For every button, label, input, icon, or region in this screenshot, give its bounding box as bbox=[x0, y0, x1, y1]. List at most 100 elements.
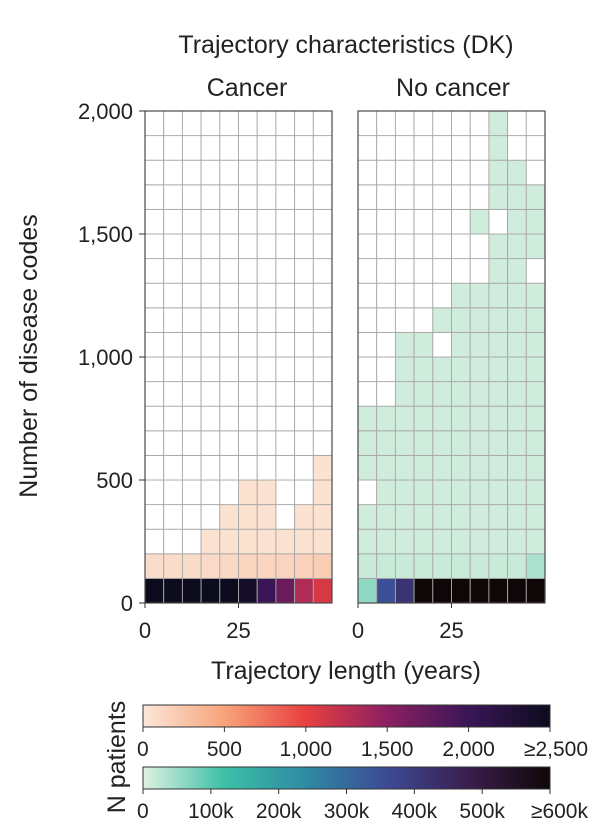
heatmap-cell bbox=[394, 381, 415, 407]
colorbar-tick-label: 200k bbox=[256, 800, 302, 823]
heatmap-cell bbox=[200, 430, 221, 456]
heatmap-cell bbox=[432, 504, 452, 530]
heatmap-cell bbox=[200, 258, 221, 284]
heatmap-cell bbox=[275, 356, 296, 383]
heatmap-cell bbox=[394, 356, 415, 383]
colorbar-tick-label: 100k bbox=[188, 800, 234, 823]
heatmap-cell bbox=[469, 528, 490, 555]
heatmap-cell bbox=[163, 430, 183, 456]
heatmap-cell bbox=[200, 356, 221, 383]
heatmap-cell bbox=[488, 282, 509, 309]
heatmap-cell bbox=[432, 135, 452, 161]
heatmap-cell bbox=[376, 184, 396, 210]
heatmap-cell bbox=[357, 528, 378, 555]
heatmap-cell bbox=[181, 159, 202, 186]
heatmap-cell bbox=[488, 135, 509, 161]
heatmap-cell bbox=[312, 307, 333, 333]
heatmap-cell bbox=[312, 528, 333, 555]
heatmap-cell bbox=[163, 577, 183, 604]
y-axis-label: Number of disease codes bbox=[15, 214, 43, 497]
heatmap-cell bbox=[451, 233, 471, 260]
heatmap-cell bbox=[144, 430, 165, 456]
heatmap-cell bbox=[394, 577, 415, 604]
heatmap-cell bbox=[219, 331, 239, 358]
heatmap-cell bbox=[432, 331, 452, 358]
heatmap-cell bbox=[394, 184, 415, 210]
heatmap-cell bbox=[451, 553, 471, 579]
heatmap-cell bbox=[294, 528, 314, 555]
heatmap-cell bbox=[525, 405, 546, 432]
heatmap-cell bbox=[144, 577, 165, 604]
heatmap-cell bbox=[144, 258, 165, 284]
heatmap-cell bbox=[256, 356, 277, 383]
heatmap-cell bbox=[488, 356, 509, 383]
heatmap-cell bbox=[181, 553, 202, 579]
heatmap-cell bbox=[432, 454, 452, 481]
heatmap-cell bbox=[144, 307, 165, 333]
heatmap-cell bbox=[469, 208, 490, 235]
heatmap-cell bbox=[525, 282, 546, 309]
heatmap-cell bbox=[294, 159, 314, 186]
heatmap-cell bbox=[469, 577, 490, 604]
heatmap-cell bbox=[507, 258, 527, 284]
heatmap-cell bbox=[432, 356, 452, 383]
heatmap-cell bbox=[312, 479, 333, 506]
heatmap-cell bbox=[451, 258, 471, 284]
heatmap-cell bbox=[469, 504, 490, 530]
heatmap-cell bbox=[238, 208, 258, 235]
heatmap-cell bbox=[394, 159, 415, 186]
heatmap-cell bbox=[488, 454, 509, 481]
heatmap-cell bbox=[238, 356, 258, 383]
heatmap-cell bbox=[394, 258, 415, 284]
heatmap-cell bbox=[294, 479, 314, 506]
heatmap-cell bbox=[238, 282, 258, 309]
heatmap-cell bbox=[181, 356, 202, 383]
heatmap-cell bbox=[451, 405, 471, 432]
heatmap-cell bbox=[376, 356, 396, 383]
heatmap-cell bbox=[275, 184, 296, 210]
heatmap-cell bbox=[163, 405, 183, 432]
heatmap-cell bbox=[376, 233, 396, 260]
heatmap-cell bbox=[507, 282, 527, 309]
heatmap-cell bbox=[525, 110, 546, 137]
heatmap-cell bbox=[144, 381, 165, 407]
heatmap-cell bbox=[394, 405, 415, 432]
heatmap-cell bbox=[181, 577, 202, 604]
heatmap-cell bbox=[219, 430, 239, 456]
heatmap-cell bbox=[376, 258, 396, 284]
heatmap-cell bbox=[357, 282, 378, 309]
heatmap-cell bbox=[376, 479, 396, 506]
colorbar-no-cancer: 0 100k 200k 300k 400k 500k ≥600k bbox=[137, 766, 588, 823]
heatmap-cell bbox=[488, 258, 509, 284]
heatmap-cell bbox=[256, 307, 277, 333]
heatmap-cell bbox=[275, 405, 296, 432]
heatmap-cell bbox=[394, 553, 415, 579]
heatmap-cell bbox=[525, 577, 546, 604]
heatmap-cell bbox=[394, 479, 415, 506]
heatmap-cell bbox=[163, 381, 183, 407]
heatmap-cell bbox=[294, 135, 314, 161]
heatmap-cell bbox=[275, 577, 296, 604]
heatmap-cell bbox=[413, 282, 434, 309]
heatmap-cell bbox=[144, 110, 165, 137]
heatmap-cell bbox=[525, 159, 546, 186]
heatmap-cell bbox=[238, 258, 258, 284]
heatmap-cell bbox=[163, 184, 183, 210]
heatmap-cell bbox=[357, 479, 378, 506]
heatmap-cell bbox=[413, 356, 434, 383]
heatmap-cell bbox=[238, 233, 258, 260]
heatmap-cell bbox=[200, 405, 221, 432]
heatmap-cell bbox=[357, 430, 378, 456]
heatmap-cell bbox=[312, 184, 333, 210]
heatmap-cell bbox=[451, 307, 471, 333]
heatmap-cell bbox=[376, 454, 396, 481]
heatmap-cell bbox=[488, 405, 509, 432]
heatmap-cell bbox=[488, 381, 509, 407]
heatmap-cell bbox=[256, 405, 277, 432]
heatmap-cell bbox=[163, 454, 183, 481]
heatmap-cell bbox=[163, 528, 183, 555]
heatmap-cell bbox=[413, 233, 434, 260]
heatmap-cell bbox=[488, 479, 509, 506]
heatmap-cell bbox=[181, 405, 202, 432]
heatmap-cell bbox=[507, 110, 527, 137]
